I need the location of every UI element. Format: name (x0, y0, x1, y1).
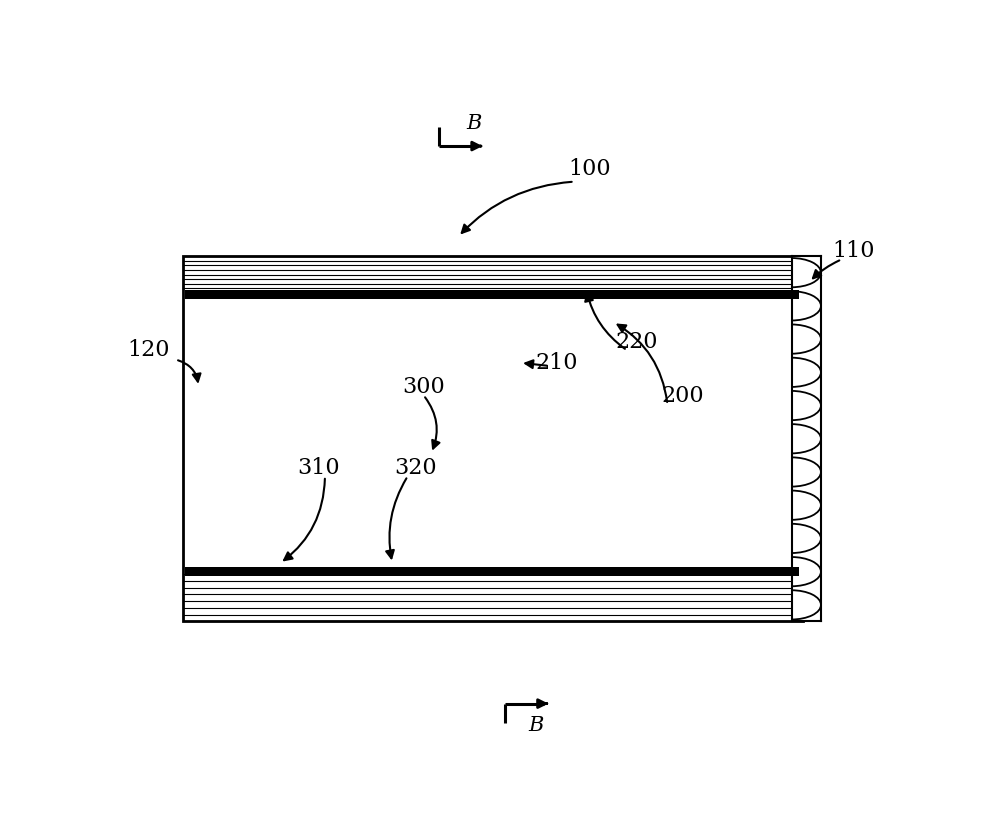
Bar (792, 256, 821, 622)
Text: 220: 220 (615, 331, 658, 353)
Bar (183, 256, 803, 622)
Bar (185, 567, 799, 576)
Bar (185, 291, 799, 299)
Text: 100: 100 (569, 158, 611, 180)
Text: 310: 310 (297, 456, 340, 479)
Text: 200: 200 (662, 386, 704, 407)
Text: B: B (466, 114, 481, 133)
Text: 300: 300 (402, 375, 445, 397)
Text: 120: 120 (127, 339, 170, 361)
Text: 320: 320 (394, 456, 437, 479)
Text: 210: 210 (535, 352, 578, 374)
Text: B: B (528, 717, 543, 735)
Text: 110: 110 (832, 240, 875, 262)
